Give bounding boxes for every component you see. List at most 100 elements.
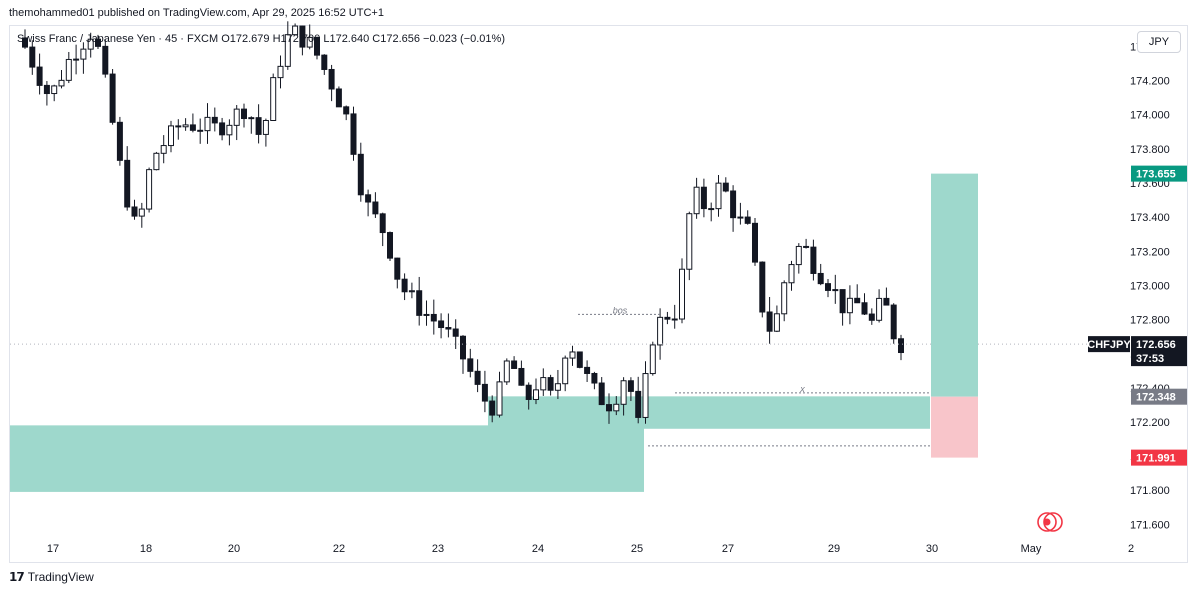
candle <box>102 39 109 78</box>
candle <box>737 202 744 225</box>
candle <box>503 358 510 385</box>
candle <box>635 376 642 424</box>
candle-body <box>854 297 861 304</box>
chart-frame[interactable] <box>9 25 1188 563</box>
candle-body <box>657 316 664 346</box>
y-tick-label: 173.000 <box>1130 280 1170 292</box>
candle-body <box>299 25 306 48</box>
candle <box>51 84 58 102</box>
candle <box>416 276 423 326</box>
candle <box>766 296 773 344</box>
candle <box>189 113 196 133</box>
candle <box>226 119 233 146</box>
candle-body <box>496 381 503 416</box>
candle-body <box>649 344 656 375</box>
candle-body <box>481 383 488 402</box>
candle <box>846 285 853 325</box>
candle-body <box>248 117 255 120</box>
candle <box>116 116 123 166</box>
candle <box>883 287 890 306</box>
x-tick-label: 17 <box>47 543 59 555</box>
candle-body <box>635 390 642 418</box>
footer-brand: TradingView <box>27 570 94 584</box>
y-tick-label: 173.200 <box>1130 246 1170 258</box>
candle <box>825 278 831 298</box>
candle-body <box>890 304 897 340</box>
x-line-label: x <box>799 384 805 394</box>
candle <box>241 103 247 128</box>
candle-body <box>445 327 452 330</box>
candle <box>861 293 868 316</box>
candle-body <box>255 117 262 135</box>
candle-body <box>197 129 204 132</box>
candle <box>562 355 569 392</box>
candle <box>43 81 50 106</box>
x-tick-label: 29 <box>828 543 840 555</box>
y-tick-label: 172.800 <box>1130 315 1170 327</box>
position-target-zone <box>931 173 978 397</box>
candle <box>759 261 766 318</box>
entry-price-tag-bg <box>1131 388 1187 405</box>
x-tick-label: 2 <box>1128 543 1134 555</box>
candle-body <box>219 122 226 136</box>
candle <box>620 377 627 416</box>
candle-body <box>613 403 620 412</box>
candle <box>489 395 496 423</box>
candle-body <box>292 25 299 36</box>
candle <box>197 118 204 144</box>
candle-body <box>73 58 80 61</box>
candle-body <box>518 367 525 386</box>
candle-body <box>730 190 737 219</box>
candle <box>153 151 160 171</box>
candle-body <box>277 65 284 79</box>
x-tick-label: 20 <box>228 543 240 555</box>
candle-body <box>627 380 634 392</box>
candle <box>817 263 824 286</box>
candle <box>752 218 758 266</box>
candle-body <box>131 206 138 217</box>
candle <box>182 118 189 131</box>
candle <box>898 334 904 361</box>
candle <box>854 284 861 304</box>
candle-body <box>795 245 802 266</box>
target-price-tag: 173.655 <box>1136 169 1176 181</box>
candle-body <box>168 125 174 147</box>
candle-body <box>803 245 810 248</box>
x-tick-label: 30 <box>926 543 938 555</box>
candle <box>722 177 729 193</box>
candle-body <box>825 283 831 291</box>
candle-body <box>591 372 598 384</box>
candle-body <box>175 125 182 128</box>
candle-body <box>715 182 722 210</box>
candle <box>314 36 320 60</box>
candle-body <box>576 351 583 368</box>
candle <box>321 54 328 75</box>
candle <box>693 177 700 219</box>
candle <box>467 348 474 378</box>
candle <box>372 192 379 218</box>
candle-body <box>211 116 218 124</box>
candle <box>95 34 101 49</box>
alert-icon[interactable] <box>1037 512 1063 532</box>
currency-button[interactable]: JPY <box>1137 31 1181 53</box>
candle <box>270 73 277 121</box>
candle <box>248 116 255 134</box>
candle-body <box>204 116 211 132</box>
candle <box>591 371 598 390</box>
candle <box>423 300 430 326</box>
candle-body <box>80 48 87 60</box>
footer: 𝟭𝟳 TradingView <box>9 570 94 584</box>
candle <box>540 368 547 396</box>
symbol-info: Swiss Franc / Japanese Yen · 45 · FXCM O… <box>17 33 505 45</box>
candle <box>657 308 664 360</box>
candle <box>715 175 722 217</box>
candle-body <box>620 380 627 405</box>
candle <box>343 105 350 121</box>
candle-body <box>335 88 342 108</box>
candle <box>379 212 386 247</box>
candle <box>730 185 737 232</box>
candle-body <box>423 313 430 316</box>
candle <box>292 23 299 36</box>
candle <box>233 105 240 141</box>
